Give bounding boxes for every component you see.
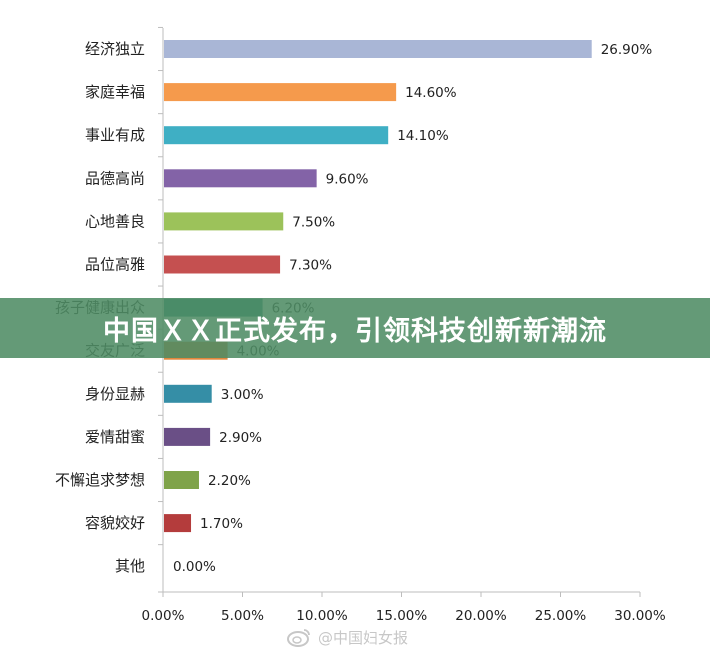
value-label: 7.50% [292,214,335,230]
bar [164,384,212,403]
x-tick-label: 30.00% [614,608,666,624]
value-label: 14.10% [397,128,449,144]
headline-banner: 中国ＸＸ正式发布，引领科技创新新潮流 [0,298,710,358]
weibo-icon [287,629,310,647]
x-tick-label: 0.00% [142,608,185,624]
category-label: 不懈追求梦想 [55,471,145,489]
watermark: @中国妇女报 [286,624,408,650]
x-tick-label: 10.00% [296,608,348,624]
bar [164,83,397,102]
category-label: 家庭幸福 [85,83,145,101]
category-label: 品位高雅 [85,256,145,274]
bar [164,169,317,188]
value-label: 3.00% [221,387,264,403]
watermark-text: @中国妇女报 [318,628,409,647]
value-label: 9.60% [326,171,369,187]
value-label: 26.90% [601,42,653,58]
value-label: 1.70% [200,516,243,532]
x-tick-label: 20.00% [455,608,507,624]
banner-text: 中国ＸＸ正式发布，引领科技创新新潮流 [103,315,607,347]
bar [164,514,192,533]
x-tick-label: 5.00% [221,608,264,624]
value-label: 14.60% [405,85,457,101]
x-tick-label: 15.00% [376,608,428,624]
category-label: 身份显赫 [85,385,145,403]
x-tick-label: 25.00% [535,608,587,624]
bar [164,471,199,489]
bar [164,126,389,145]
category-label: 爱情甜蜜 [85,428,145,446]
category-label: 心地善良 [85,212,145,230]
category-label: 其他 [115,557,145,575]
value-label: 2.20% [208,473,251,489]
value-label: 7.30% [289,258,332,274]
value-label: 0.00% [173,559,216,575]
category-label: 事业有成 [85,126,145,144]
bar [164,212,284,231]
value-label: 2.90% [219,430,262,446]
bar [164,40,592,58]
bar [164,427,211,446]
bar [164,255,281,274]
category-label: 品德高尚 [85,169,145,187]
category-label: 容貌姣好 [85,514,145,532]
category-label: 经济独立 [85,40,145,58]
